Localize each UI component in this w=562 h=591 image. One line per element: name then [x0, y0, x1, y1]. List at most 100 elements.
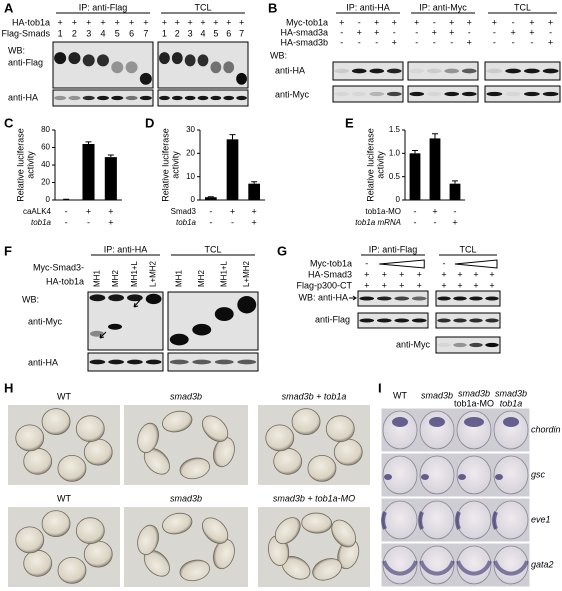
lane-sign: -	[358, 37, 361, 47]
embryo	[15, 424, 45, 452]
condition-sign: +	[108, 217, 113, 227]
band	[469, 296, 483, 301]
lane-sign: -	[468, 27, 471, 37]
band	[139, 72, 152, 85]
condition-sign: -	[231, 217, 234, 227]
band	[369, 91, 385, 97]
column-label: smad3b	[495, 388, 527, 398]
blot-label: anti-Myc	[28, 316, 63, 326]
embryo	[15, 526, 45, 554]
lane-sign: +	[441, 269, 446, 279]
embryo	[382, 455, 418, 495]
condition-sign: +	[108, 206, 113, 216]
column-label: smad3b	[170, 493, 202, 503]
y-tick-label: 0.5	[389, 172, 401, 181]
lane-sign: +	[492, 17, 497, 27]
lane-sign: 5	[115, 28, 120, 38]
lane-sign: +	[213, 17, 218, 27]
stain	[456, 560, 492, 576]
band	[184, 95, 196, 101]
condition-sign: -	[434, 217, 437, 227]
band	[386, 91, 402, 97]
embryo	[382, 545, 418, 585]
y-tick-label: 60	[41, 143, 50, 152]
embryo	[493, 410, 529, 450]
band	[237, 296, 257, 314]
panel-label: H	[4, 380, 13, 395]
band	[108, 323, 122, 330]
band	[223, 61, 235, 74]
stain	[381, 511, 387, 530]
blot-label: anti-HA	[28, 357, 58, 367]
blot-header: TCL	[514, 2, 531, 12]
bar	[226, 139, 239, 200]
band	[524, 91, 540, 97]
band	[376, 296, 392, 301]
band	[524, 68, 540, 74]
lane-sign: +	[392, 37, 397, 47]
band	[159, 52, 170, 65]
lane-sign: +	[529, 27, 534, 37]
embryo	[75, 517, 105, 545]
blot	[435, 290, 501, 307]
error-bar	[85, 141, 92, 144]
embryo	[382, 500, 418, 540]
condition-sign: +	[452, 217, 457, 227]
band	[437, 296, 451, 301]
lane-sign: +	[489, 269, 494, 279]
embryo	[493, 545, 529, 585]
band	[159, 95, 170, 101]
band	[394, 296, 410, 301]
lane-sign: +	[432, 27, 437, 37]
lane-sign: -	[393, 27, 396, 37]
lane-sign: 1	[58, 28, 63, 38]
lane-sign: 3	[188, 28, 193, 38]
embryo	[456, 500, 492, 540]
blot-header: TCL	[459, 244, 476, 254]
band	[444, 68, 460, 74]
embryo	[212, 539, 235, 570]
condition-sign: -	[65, 206, 68, 216]
lane-sign: +	[374, 17, 379, 27]
blot	[407, 61, 479, 81]
blot	[87, 352, 164, 372]
band	[171, 95, 183, 101]
band	[505, 91, 521, 97]
lane-sign: +	[529, 17, 534, 27]
y-axis-label: activity	[375, 151, 385, 179]
band	[461, 68, 477, 74]
column-label: WT	[57, 391, 71, 401]
stain	[382, 560, 418, 576]
column-label: smad3b	[458, 388, 490, 398]
lane-sign: +	[548, 17, 553, 27]
lane-sign: -	[433, 17, 436, 27]
band	[97, 54, 109, 67]
stain	[418, 511, 424, 530]
band	[54, 52, 67, 65]
band	[82, 95, 95, 101]
dose-wedge	[454, 259, 498, 269]
band	[237, 359, 257, 365]
embryo	[307, 455, 337, 482]
lane-sign: +	[188, 17, 193, 27]
condition-label: tob1a	[31, 218, 52, 227]
wb-label: WB:	[8, 45, 25, 55]
error-bar	[412, 150, 418, 154]
error-bar	[229, 134, 236, 140]
condition-sign: +	[432, 206, 437, 216]
embryo	[41, 510, 71, 537]
lane-sign: 2	[175, 28, 180, 38]
condition-label: caALK4	[23, 207, 52, 216]
y-axis-label: activity	[170, 151, 180, 179]
band	[359, 318, 375, 323]
band	[192, 323, 212, 336]
column-label: smad3b	[170, 391, 202, 401]
lane-sign: 4	[100, 28, 105, 38]
lane-label: MH1+L	[219, 260, 228, 287]
lane-sign: +	[467, 37, 472, 47]
band	[542, 68, 559, 74]
band	[145, 293, 162, 305]
error-bar	[452, 180, 458, 184]
condition-sign: -	[87, 217, 90, 227]
